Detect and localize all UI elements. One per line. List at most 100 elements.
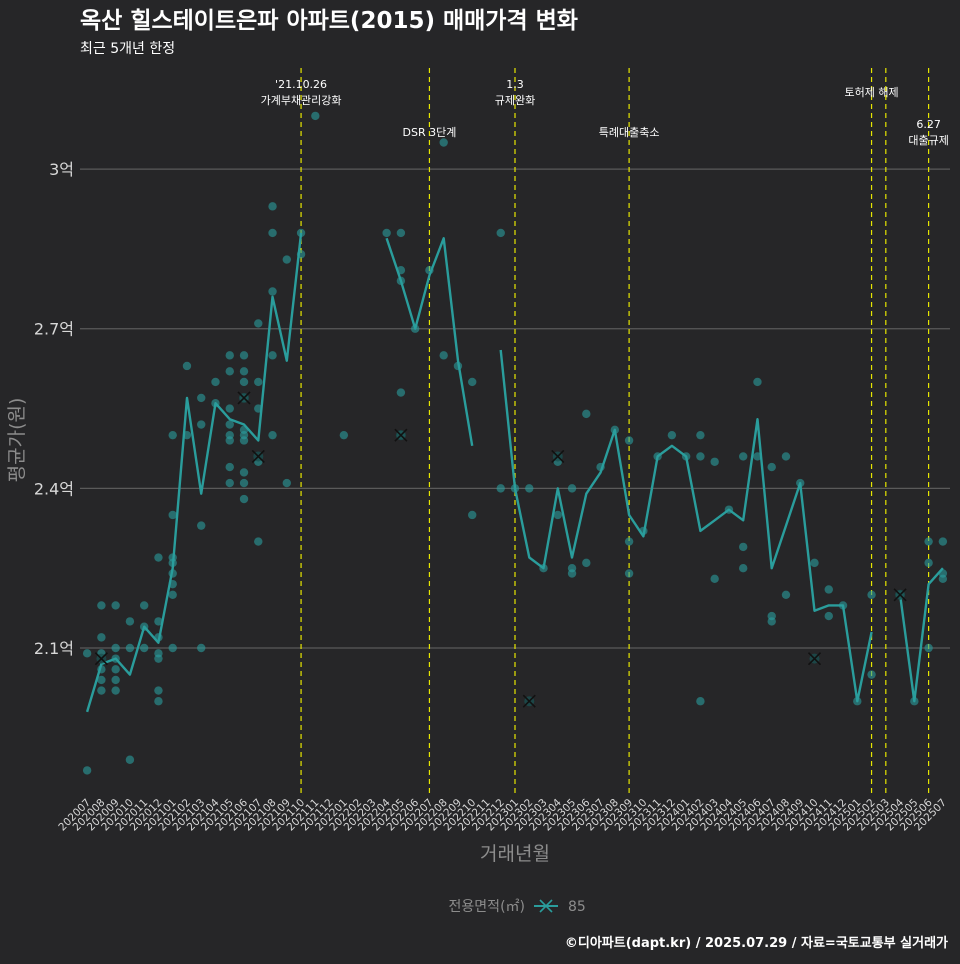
- y-tick-label: 2.4억: [34, 479, 74, 498]
- x-marker-stroke: [893, 588, 907, 602]
- data-point: [753, 452, 762, 461]
- data-point: [696, 430, 705, 440]
- x-marker: [251, 449, 265, 464]
- data-point: [382, 228, 391, 238]
- data-point: [268, 351, 277, 360]
- data-point: [738, 563, 748, 573]
- event-label: 가계부채관리강화: [261, 94, 342, 107]
- data-point: [567, 484, 577, 493]
- data-point: [139, 601, 149, 610]
- data-point: [225, 420, 234, 429]
- x-marker: [94, 652, 108, 666]
- data-point: [624, 436, 634, 445]
- data-point: [667, 430, 677, 440]
- event-label: DSR 3단계: [403, 126, 457, 139]
- data-point: [624, 537, 634, 546]
- data-point: [867, 590, 876, 599]
- data-point: [938, 537, 948, 546]
- x-marker-stroke: [522, 694, 536, 708]
- data-point: [82, 766, 92, 775]
- data-point: [97, 633, 106, 642]
- data-point: [225, 367, 234, 376]
- data-point: [525, 484, 534, 493]
- line-layer: [85, 232, 944, 713]
- data-point: [182, 361, 192, 371]
- x-marker-stroke: [251, 449, 265, 464]
- data-point: [97, 601, 106, 610]
- data-point: [496, 484, 505, 493]
- data-point: [867, 670, 876, 679]
- data-point: [239, 377, 249, 387]
- data-point: [168, 510, 177, 520]
- series-line-85: [385, 237, 474, 446]
- data-point: [125, 643, 135, 653]
- data-point: [810, 558, 819, 568]
- data-point: [738, 452, 748, 461]
- y-tick-label: 2.7억: [34, 320, 74, 339]
- legend: 전용면적(㎡) 85: [449, 899, 586, 915]
- data-point: [82, 649, 92, 658]
- axis-layer: 2.1억2.4억2.7억3억20200720200820200920201020…: [34, 160, 949, 833]
- data-point: [239, 478, 249, 488]
- data-point: [696, 697, 705, 706]
- data-point: [197, 393, 206, 403]
- data-point: [111, 643, 120, 653]
- y-tick-label: 2.1억: [34, 639, 74, 658]
- event-label: 규제완화: [495, 94, 535, 107]
- data-point: [254, 319, 263, 328]
- data-point: [468, 510, 477, 520]
- data-point: [111, 686, 120, 695]
- data-point: [154, 617, 163, 626]
- legend-series-label: 85: [568, 899, 586, 915]
- point-layer: [82, 111, 948, 775]
- data-point: [97, 686, 106, 695]
- data-point: [582, 558, 591, 568]
- data-point: [710, 457, 719, 466]
- x-marker-stroke: [551, 449, 565, 464]
- data-point: [738, 542, 748, 552]
- data-point: [567, 563, 577, 573]
- x-marker: [807, 652, 822, 666]
- event-label: '21.10.26: [275, 78, 327, 91]
- data-point: [225, 351, 234, 360]
- x-marker-stroke: [94, 652, 108, 666]
- data-point: [239, 468, 249, 477]
- data-point: [154, 649, 163, 658]
- data-point: [239, 351, 249, 360]
- data-point: [753, 377, 762, 387]
- data-point: [496, 228, 505, 238]
- data-point: [824, 585, 833, 594]
- legend-title: 전용면적(㎡): [449, 899, 525, 915]
- data-point: [767, 611, 776, 621]
- data-point: [111, 675, 120, 685]
- event-label: 6.27: [916, 118, 941, 131]
- data-point: [924, 558, 933, 568]
- data-point: [468, 377, 477, 387]
- data-point: [125, 617, 135, 626]
- data-point: [154, 686, 163, 695]
- y-tick-label: 3억: [49, 160, 74, 179]
- data-point: [282, 478, 292, 488]
- data-point: [168, 643, 177, 653]
- data-point: [268, 287, 277, 296]
- data-point: [197, 420, 206, 429]
- data-point: [553, 510, 562, 520]
- event-label: 특례대출축소: [599, 126, 660, 139]
- data-point: [97, 675, 106, 685]
- data-point: [168, 430, 177, 440]
- legend-x-swatch-b: [539, 899, 553, 913]
- data-point: [824, 611, 833, 621]
- data-point: [624, 569, 634, 578]
- data-point: [239, 367, 249, 376]
- x-marker: [394, 428, 408, 442]
- event-label: 1.3: [506, 78, 524, 91]
- x-marker: [237, 391, 251, 405]
- data-point: [439, 138, 448, 147]
- data-point: [154, 553, 163, 562]
- marker-layer: [94, 391, 907, 708]
- x-marker-stroke: [807, 652, 822, 666]
- data-point: [125, 755, 135, 764]
